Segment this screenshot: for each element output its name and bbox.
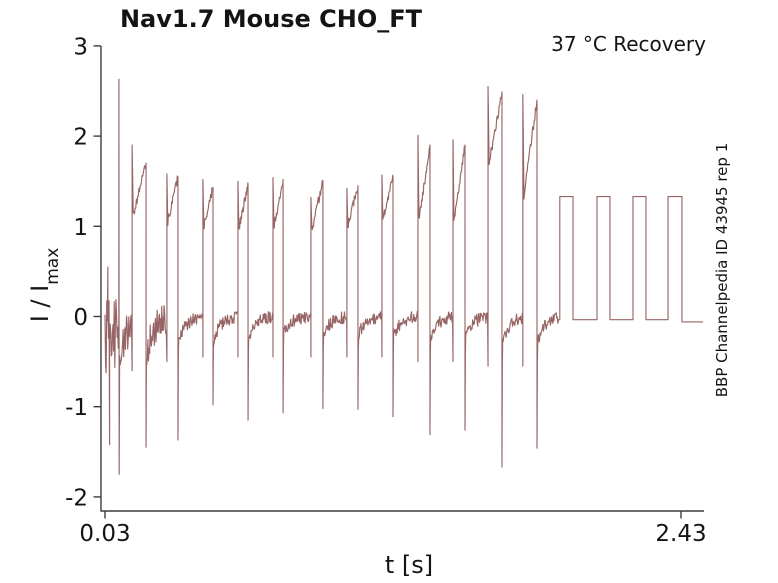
x-tick-label: 2.43 — [655, 521, 706, 547]
axis-spines — [100, 46, 704, 512]
y-tick-label: -1 — [65, 395, 88, 421]
y-tick-label: 3 — [73, 34, 88, 60]
y-axis-label: I / Imax — [26, 248, 63, 323]
y-tick-label: -2 — [65, 485, 88, 511]
watermark-label: BBP Channelpedia ID 43945 rep 1 — [713, 143, 731, 398]
x-axis-label: t [s] — [385, 551, 433, 579]
x-tick-label: 0.03 — [79, 521, 130, 547]
y-tick-label: 0 — [73, 305, 88, 331]
trace-line — [104, 78, 704, 475]
y-tick-label: 2 — [73, 125, 88, 151]
chart-title: Nav1.7 Mouse CHO_FT — [120, 5, 423, 33]
temperature-annotation: 37 °C Recovery — [551, 32, 706, 56]
y-axis-label-subscript: max — [43, 248, 63, 285]
y-tick-label: 1 — [73, 215, 88, 241]
y-axis-label-main: I / I — [26, 285, 54, 323]
axes: 3 2 1 0 -1 -2 0.03 2.43 — [65, 34, 707, 547]
